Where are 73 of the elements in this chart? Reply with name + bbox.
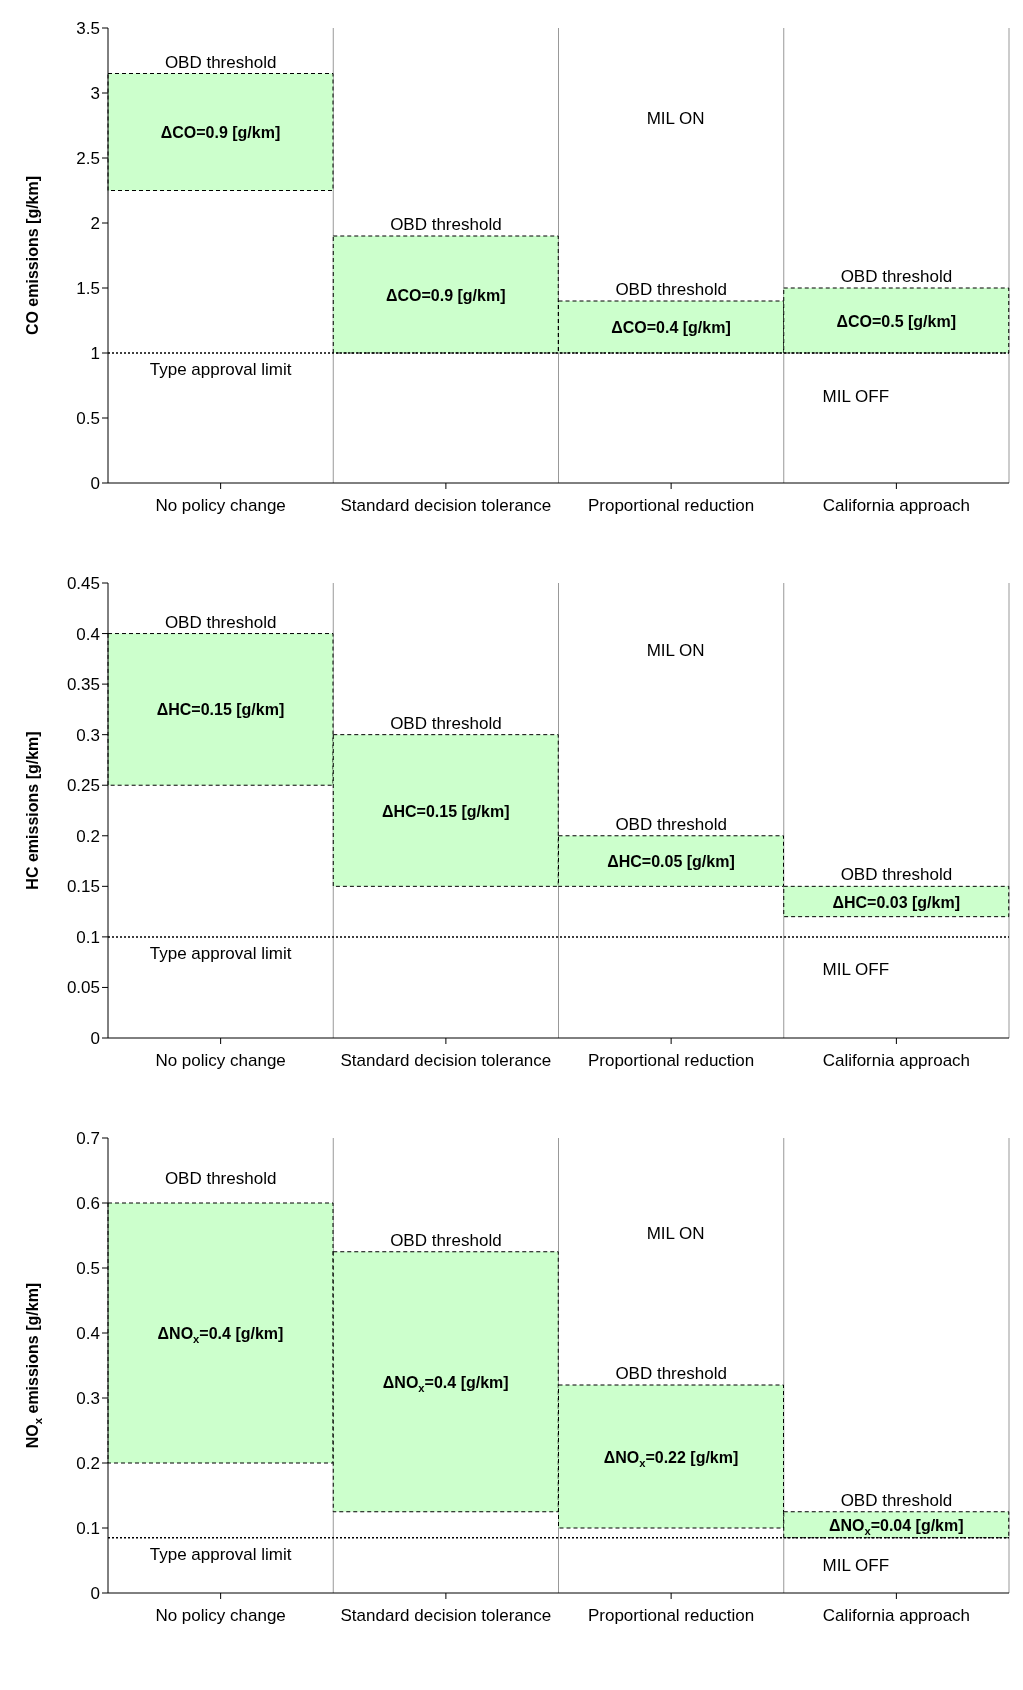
x-tick-label: No policy change [155, 1606, 286, 1626]
y-tick-label: 0.35 [66, 675, 100, 695]
annotation: OBD threshold [840, 1490, 953, 1510]
x-tick-label: Standard decision tolerance [340, 1606, 552, 1626]
data-label: ΔNO$_{x}$=0.04 [g/km] [828, 1516, 964, 1537]
data-label: ΔCO=0.9 [g/km] [385, 286, 506, 303]
annotation: MIL ON [646, 1223, 705, 1244]
ref-line-label: Type approval limit [149, 943, 292, 963]
x-tick-label: No policy change [155, 496, 286, 516]
y-tick-label: 0.45 [66, 574, 100, 594]
annotation: OBD threshold [615, 280, 727, 299]
y-tick-label: 0.3 [76, 1389, 100, 1409]
ref-line-label: Type approval limit [149, 360, 292, 379]
data-label: ΔCO=0.5 [g/km] [836, 312, 957, 329]
y-tick-label: 0 [90, 1584, 100, 1604]
data-label: ΔCO=0.4 [g/km] [611, 318, 731, 336]
annotation: MIL ON [646, 109, 705, 129]
x-tick-label: California approach [822, 1606, 971, 1626]
x-tick-label: Proportional reduction [587, 1606, 755, 1626]
x-tick-label: Proportional reduction [587, 496, 755, 516]
data-label: ΔNO$_{x}$=0.22 [g/km] [603, 1448, 739, 1469]
annotation: MIL ON [646, 641, 705, 662]
annotation: OBD threshold [615, 1364, 727, 1383]
y-tick-label: 0.4 [76, 1324, 100, 1344]
data-label: ΔNO$_{x}$=0.4 [g/km] [157, 1324, 284, 1345]
x-tick-label: California approach [822, 1051, 971, 1071]
annotation: OBD threshold [840, 865, 953, 885]
y-axis-title: HC emissions [g/km] [23, 731, 41, 890]
data-label: ΔHC=0.03 [g/km] [832, 893, 961, 910]
annotation: MIL OFF [822, 959, 890, 980]
y-tick-label: 0.7 [76, 1129, 100, 1149]
annotation: OBD threshold [164, 612, 277, 632]
data-label: ΔNO$_{x}$=0.4 [g/km] [382, 1373, 509, 1394]
y-tick-label: 3.5 [76, 19, 100, 39]
y-tick-label: 0.25 [66, 776, 100, 796]
annotation: OBD threshold [390, 215, 502, 234]
data-label: ΔCO=0.9 [g/km] [160, 123, 281, 141]
x-tick-label: California approach [822, 496, 971, 516]
data-label: ΔHC=0.05 [g/km] [607, 852, 735, 870]
annotation: MIL OFF [822, 1555, 890, 1576]
y-tick-label: 0.4 [76, 624, 100, 644]
y-tick-label: 0.5 [76, 1259, 100, 1279]
x-tick-label: No policy change [155, 1051, 286, 1071]
y-tick-label: 0 [90, 1029, 100, 1049]
annotation: OBD threshold [390, 713, 502, 733]
y-tick-label: 0 [90, 474, 100, 494]
data-label: ΔHC=0.15 [g/km] [381, 802, 510, 819]
y-tick-label: 2 [90, 214, 100, 234]
annotation: OBD threshold [390, 1230, 502, 1250]
y-tick-label: 0.05 [66, 978, 100, 998]
annotation: OBD threshold [164, 52, 277, 72]
y-tick-label: 3 [90, 84, 100, 104]
y-tick-label: 0.1 [76, 1519, 100, 1539]
x-tick-label: Standard decision tolerance [340, 1051, 552, 1071]
y-tick-label: 0.15 [66, 877, 100, 897]
y-tick-label: 2.5 [76, 149, 100, 169]
y-axis-title: CO emissions [g/km] [23, 175, 41, 336]
annotation: OBD threshold [164, 1168, 277, 1189]
y-tick-label: 0.6 [76, 1194, 100, 1214]
ref-line-label: Type approval limit [149, 1544, 292, 1564]
y-tick-label: 0.2 [76, 1454, 100, 1474]
data-label: ΔHC=0.15 [g/km] [156, 700, 285, 718]
annotation: MIL OFF [822, 386, 890, 407]
y-tick-label: 0.1 [76, 927, 100, 947]
y-tick-label: 0.3 [76, 725, 100, 745]
x-tick-label: Proportional reduction [587, 1051, 755, 1071]
annotation: OBD threshold [615, 814, 727, 834]
y-tick-label: 0.2 [76, 826, 100, 846]
y-tick-label: 1.5 [76, 279, 100, 299]
y-tick-label: 1 [90, 344, 100, 364]
x-tick-label: Standard decision tolerance [340, 496, 552, 516]
annotation: OBD threshold [840, 267, 953, 286]
y-tick-label: 0.5 [76, 409, 100, 429]
